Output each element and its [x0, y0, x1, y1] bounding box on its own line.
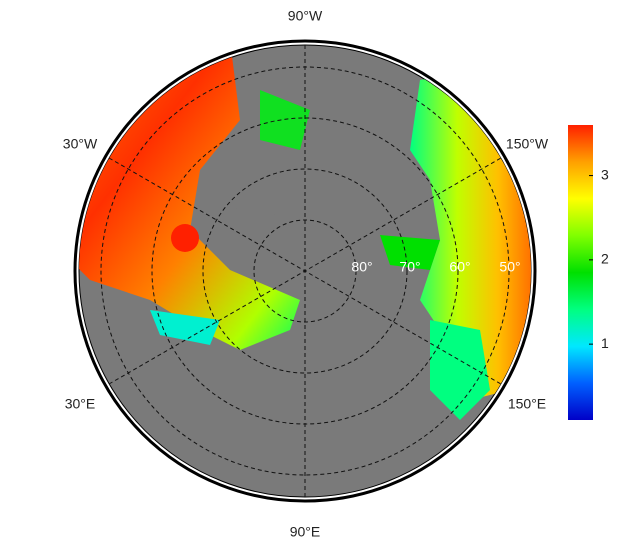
- colorbar-tick-label: 1: [601, 335, 609, 351]
- longitude-label: 150°W: [506, 136, 549, 152]
- colorbar-ramp: [568, 125, 593, 420]
- meridian: [108, 157, 502, 385]
- latitude-label: 70°: [399, 259, 420, 275]
- latitude-label: 50°: [499, 259, 520, 275]
- latitude-label: 80°: [351, 259, 372, 275]
- map: 80° 70° 60° 50° 90°W 30°W 150°W 30°E 150…: [63, 8, 549, 540]
- longitude-label: 30°W: [63, 136, 98, 152]
- latitude-circle: [202, 168, 408, 374]
- colorbar-tick-label: 3: [601, 166, 609, 182]
- longitude-label: 90°E: [290, 524, 321, 540]
- field-patch: [430, 320, 490, 420]
- colorbar-tick-label: 2: [601, 251, 609, 267]
- longitude-label: 90°W: [288, 8, 323, 24]
- field-hotspot: [171, 224, 199, 252]
- map-border: [73, 39, 537, 503]
- graticule: [100, 45, 510, 497]
- field-patch: [380, 235, 440, 270]
- field-patch: [260, 90, 310, 150]
- latitude-label: 60°: [449, 259, 470, 275]
- longitude-label: 150°E: [508, 396, 546, 412]
- longitude-label: 30°E: [65, 396, 96, 412]
- colorbar: 1 2 3: [568, 125, 609, 420]
- field-patch: [150, 310, 220, 345]
